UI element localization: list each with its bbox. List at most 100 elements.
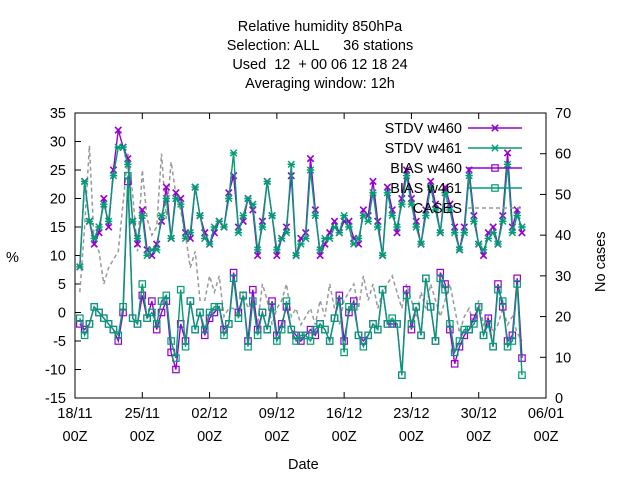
data-point-bias-w461	[349, 303, 358, 311]
data-point-stdv-w461	[263, 177, 271, 186]
data-point-bias-w460	[455, 342, 464, 351]
data-point-bias-w460	[138, 291, 147, 300]
data-point-bias-w461	[100, 314, 108, 323]
data-point-bias-w461	[513, 280, 521, 288]
data-point-bias-w460	[210, 308, 219, 317]
data-point-bias-w460	[441, 280, 449, 288]
data-point-stdv-w460	[479, 251, 488, 260]
data-point-stdv-w461	[465, 172, 473, 180]
data-point-stdv-w460	[133, 240, 142, 248]
data-point-bias-w461	[215, 303, 223, 311]
data-point-stdv-w461	[436, 229, 444, 237]
legend-label-cases: CASES	[413, 201, 462, 217]
data-point-stdv-w461	[330, 223, 339, 231]
data-point-bias-w460	[450, 360, 459, 368]
data-point-stdv-w461	[383, 189, 392, 197]
legend-marker-stdv-w460	[491, 124, 499, 132]
x-tick-label: 09/12	[259, 406, 295, 422]
data-point-bias-w461	[186, 297, 195, 305]
data-point-bias-w461	[311, 325, 320, 334]
data-point-bias-w461	[143, 314, 151, 323]
data-point-bias-w460	[436, 268, 445, 277]
data-point-stdv-w460	[90, 240, 98, 248]
data-point-bias-w460	[340, 337, 348, 345]
data-point-stdv-w461	[499, 217, 507, 225]
data-point-stdv-w461	[369, 189, 377, 197]
data-point-stdv-w461	[311, 211, 320, 220]
data-point-stdv-w461	[460, 229, 468, 237]
data-point-bias-w461	[253, 331, 262, 340]
data-point-bias-w461	[292, 337, 300, 345]
x-tick-label: 02/12	[191, 406, 227, 422]
data-point-bias-w461	[220, 331, 228, 340]
data-point-stdv-w461	[455, 246, 464, 254]
data-point-bias-w461	[422, 274, 430, 283]
y-tick-label: 20	[50, 192, 66, 208]
data-point-stdv-w461	[364, 217, 372, 225]
data-point-stdv-w461	[90, 234, 98, 243]
data-point-bias-w461	[316, 320, 324, 328]
chart-title-line-2: Selection: ALL 36 stations	[226, 38, 414, 54]
data-point-bias-w460	[148, 297, 156, 305]
y-tick-label: 30	[50, 135, 66, 151]
data-point-bias-w461	[446, 320, 454, 328]
data-point-bias-w461	[167, 337, 175, 345]
data-point-bias-w461	[249, 297, 257, 305]
data-point-bias-w461	[104, 320, 113, 328]
x-tick-sublabel: 00Z	[63, 429, 88, 445]
data-point-bias-w460	[229, 268, 238, 277]
data-point-stdv-w461	[229, 149, 238, 157]
data-point-stdv-w460	[104, 223, 113, 231]
legend-marker-stdv-w461	[491, 144, 499, 152]
data-point-bias-w461	[263, 325, 272, 334]
data-point-stdv-w461	[153, 246, 161, 254]
data-point-stdv-w461	[253, 246, 262, 254]
data-point-stdv-w460	[100, 194, 108, 203]
data-point-bias-w461	[359, 342, 368, 351]
data-point-bias-w461	[479, 331, 488, 340]
data-point-stdv-w461	[85, 217, 94, 225]
data-point-bias-w461	[124, 171, 132, 180]
data-point-stdv-w461	[412, 223, 420, 231]
data-point-bias-w460	[335, 291, 344, 300]
data-point-stdv-w461	[162, 194, 171, 203]
data-point-stdv-w461	[282, 229, 291, 237]
y2-tick-label: 30	[555, 269, 571, 285]
data-point-stdv-w460	[407, 194, 416, 203]
data-point-stdv-w461	[292, 251, 300, 260]
data-point-stdv-w461	[124, 160, 132, 168]
data-point-bias-w461	[239, 291, 248, 300]
data-point-stdv-w460	[273, 251, 281, 260]
data-point-bias-w461	[417, 331, 425, 340]
data-point-bias-w460	[249, 285, 257, 294]
data-point-stdv-w460	[138, 206, 147, 214]
data-point-bias-w460	[349, 297, 358, 305]
data-point-bias-w461	[273, 337, 281, 345]
data-point-stdv-w461	[446, 206, 454, 214]
data-point-bias-w460	[311, 331, 320, 340]
data-point-stdv-w461	[518, 223, 526, 231]
x-tick-label: 18/11	[57, 406, 92, 422]
y2-tick-label: 10	[555, 350, 571, 366]
data-point-stdv-w461	[133, 234, 142, 243]
data-point-bias-w461	[157, 297, 166, 305]
data-point-bias-w461	[258, 308, 267, 317]
y-tick-label: 25	[50, 163, 66, 179]
data-point-bias-w461	[470, 320, 478, 328]
data-point-bias-w461	[369, 320, 377, 328]
x-tick-label: 23/12	[393, 406, 429, 422]
y-tick-label: -15	[45, 391, 66, 407]
data-point-bias-w460	[114, 337, 123, 345]
y-tick-label: -10	[45, 363, 66, 379]
data-point-bias-w461	[354, 331, 363, 340]
data-point-stdv-w461	[239, 211, 247, 220]
y-tick-label: 10	[50, 249, 66, 265]
data-point-stdv-w461	[258, 223, 267, 231]
data-point-stdv-w461	[470, 217, 478, 225]
data-point-stdv-w461	[128, 217, 137, 225]
y2-tick-label: 70	[555, 106, 571, 122]
data-point-stdv-w461	[378, 251, 387, 260]
data-point-stdv-w461	[508, 229, 517, 237]
data-point-bias-w461	[301, 331, 310, 340]
x-tick-sublabel: 00Z	[130, 429, 155, 445]
